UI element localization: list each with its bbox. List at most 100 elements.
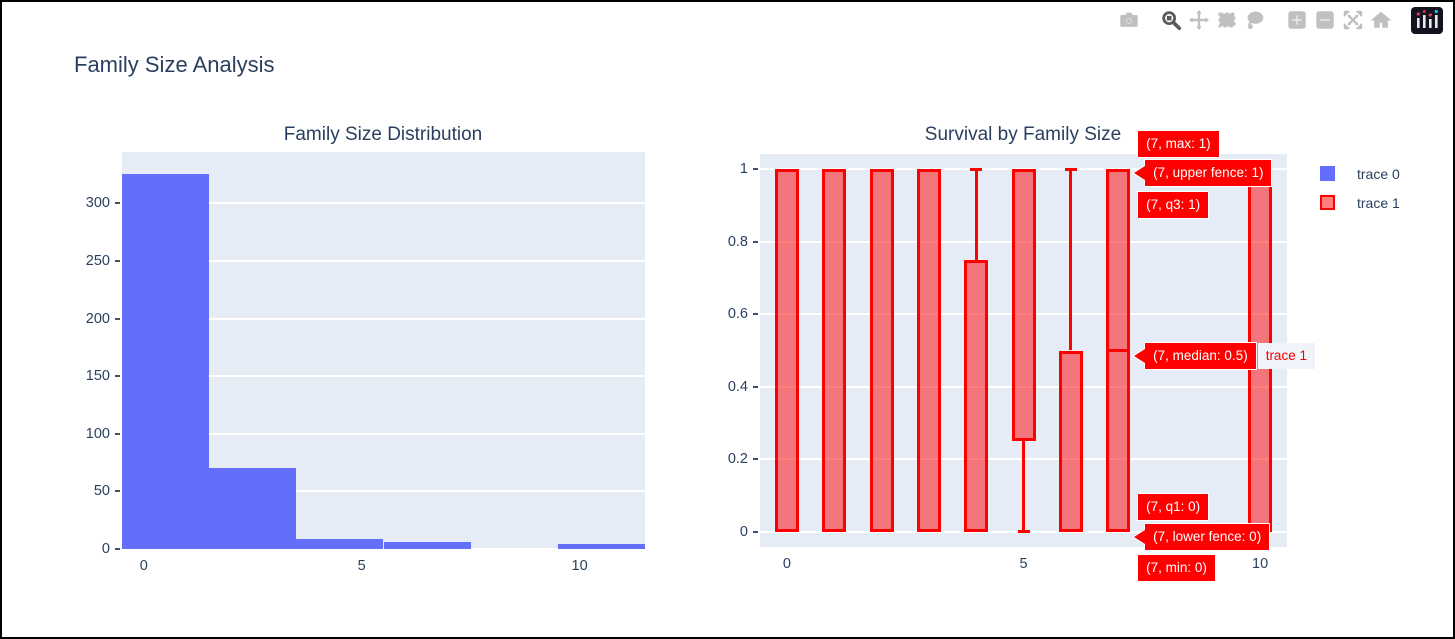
plotly-logo-icon[interactable]	[1409, 6, 1445, 34]
x-tick-label: 10	[1252, 556, 1269, 572]
box[interactable]	[822, 169, 847, 532]
y-tick-label: 200	[85, 310, 110, 327]
y-gridline	[122, 490, 645, 493]
y-tick-mark	[753, 313, 758, 316]
hover-label-text: (7, max: 1)	[1137, 130, 1220, 158]
x-tick-label: 0	[139, 558, 148, 574]
y-tick-label: 50	[93, 483, 110, 500]
y-gridline	[122, 202, 645, 205]
box-whisker-cap	[970, 167, 983, 171]
y-tick-label: 0.8	[727, 233, 748, 250]
histogram-bar[interactable]	[209, 468, 297, 549]
y-tick-mark	[115, 375, 120, 378]
legend-item-trace-0[interactable]: trace 0	[1320, 159, 1400, 188]
legend-item-trace-1[interactable]: trace 1	[1320, 188, 1400, 217]
y-tick-mark	[115, 317, 120, 320]
pan-icon[interactable]	[1185, 7, 1213, 33]
page-title: Family Size Analysis	[74, 52, 275, 77]
y-gridline	[122, 317, 645, 320]
trace-1-swatch-icon	[1320, 195, 1335, 210]
modebar-group-download	[1115, 7, 1143, 33]
box-select-icon[interactable]	[1213, 7, 1241, 33]
hover-label-median: (7, median: 0.5) trace 1	[1132, 342, 1315, 370]
y-tick-label: 300	[85, 195, 110, 212]
hover-label-text: (7, lower fence: 0)	[1132, 523, 1271, 551]
box-whisker	[1069, 169, 1073, 351]
y-gridline	[122, 432, 645, 435]
box[interactable]	[916, 169, 941, 532]
box-whisker-cap	[1017, 530, 1030, 534]
hover-label-arrow	[1134, 530, 1146, 544]
x-tick-label: 5	[357, 558, 366, 574]
y-tick-mark	[115, 202, 120, 205]
hover-label-upper_fence: (7, upper fence: 1)	[1132, 159, 1273, 187]
y-tick-label: 100	[85, 425, 110, 442]
x-tick-label: 0	[782, 556, 791, 572]
box-whisker-cap	[1064, 167, 1077, 171]
zoom-out-icon[interactable]	[1311, 7, 1339, 33]
hover-label-min: (7, min: 0)	[1137, 554, 1216, 582]
y-tick-label: 250	[85, 252, 110, 269]
box[interactable]	[774, 169, 799, 532]
modebar-group-dragmode	[1157, 7, 1269, 33]
trace-0-swatch-icon	[1320, 166, 1335, 181]
histogram-plot-area[interactable]	[122, 152, 645, 550]
histogram-bar[interactable]	[557, 544, 645, 549]
legend-label-trace-0: trace 0	[1357, 165, 1400, 182]
legend-label-trace-1: trace 1	[1357, 194, 1400, 211]
histogram-bar[interactable]	[122, 174, 210, 549]
modebar	[1101, 6, 1445, 34]
hover-label-q3: (7, q3: 1)	[1137, 191, 1210, 219]
y-tick-mark	[753, 168, 758, 171]
hover-label-text: (7, min: 0)	[1137, 554, 1216, 582]
camera-icon[interactable]	[1115, 7, 1143, 33]
box-plot-area[interactable]	[760, 154, 1287, 547]
box[interactable]	[964, 259, 989, 532]
left-subplot-title: Family Size Distribution	[283, 124, 483, 145]
hover-label-trace-name: trace 1	[1257, 343, 1315, 369]
y-tick-label: 0	[101, 541, 110, 557]
hover-label-lower_fence: (7, lower fence: 0)	[1132, 523, 1271, 551]
y-tick-label: 0.2	[727, 451, 748, 468]
zoom-icon[interactable]	[1157, 7, 1185, 33]
y-tick-mark	[115, 432, 120, 435]
box[interactable]	[1011, 169, 1036, 442]
box-whisker	[1022, 441, 1025, 532]
right-subplot-title: Survival by Family Size	[924, 124, 1122, 145]
hover-label-text: (7, q3: 1)	[1137, 191, 1210, 219]
y-tick-label: 0	[739, 523, 748, 540]
y-tick-label: 1	[739, 161, 748, 178]
y-tick-label: 0.4	[727, 378, 748, 395]
x-tick-label: 10	[571, 558, 588, 574]
box-whisker	[974, 169, 978, 260]
lasso-select-icon[interactable]	[1241, 7, 1269, 33]
box-median-line	[1109, 349, 1128, 352]
y-gridline	[122, 259, 645, 262]
histogram-bar[interactable]	[296, 538, 384, 549]
box[interactable]	[1058, 350, 1083, 532]
modebar-group-zoom	[1283, 7, 1395, 33]
y-tick-mark	[753, 240, 758, 243]
hover-label-arrow	[1134, 166, 1146, 180]
y-tick-mark	[753, 458, 758, 461]
reset-axes-home-icon[interactable]	[1367, 7, 1395, 33]
hover-label-text: (7, q1: 0)	[1137, 493, 1210, 521]
y-tick-label: 150	[85, 368, 110, 385]
hover-label-max: (7, max: 1)	[1137, 130, 1220, 158]
hover-label-text: (7, median: 0.5)	[1132, 342, 1257, 370]
box[interactable]	[869, 169, 894, 532]
hover-label-arrow	[1134, 349, 1146, 363]
histogram-bar[interactable]	[383, 542, 471, 549]
hover-label-text: (7, upper fence: 1)	[1132, 159, 1273, 187]
legend: trace 0 trace 1	[1320, 159, 1400, 217]
y-tick-mark	[753, 530, 758, 533]
y-tick-label: 0.6	[727, 306, 748, 323]
y-gridline	[122, 548, 645, 550]
y-tick-mark	[753, 385, 758, 388]
zoom-in-icon[interactable]	[1283, 7, 1311, 33]
autoscale-icon[interactable]	[1339, 7, 1367, 33]
y-gridline	[122, 375, 645, 378]
y-tick-mark	[115, 259, 120, 262]
y-tick-mark	[115, 548, 120, 550]
